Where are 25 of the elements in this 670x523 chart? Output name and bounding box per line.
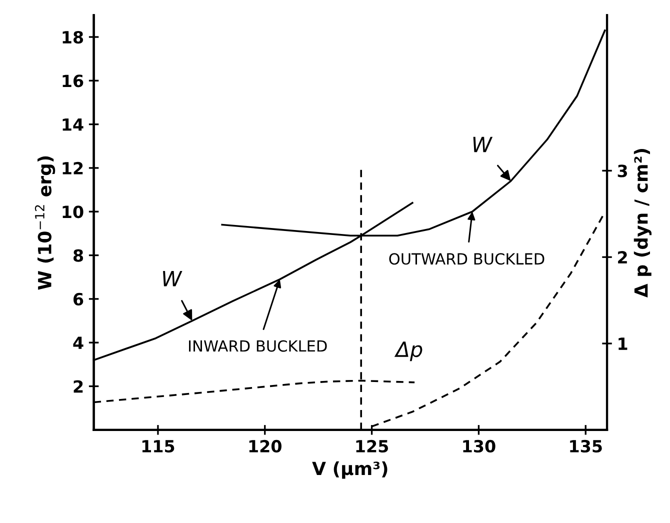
y-tick-label: 16 <box>62 74 84 88</box>
y-tick-label: 8 <box>74 249 84 262</box>
x-tick-label: 115 <box>142 440 174 453</box>
y2-tick-label: 1 <box>618 338 628 350</box>
annotation: W <box>163 271 182 286</box>
y-tick-label: 10 <box>62 206 84 218</box>
x-axis-title: V (μm³) <box>312 461 388 479</box>
annotation: INWARD BUCKLED <box>189 340 327 352</box>
x-tick-label: 130 <box>463 440 496 453</box>
y-axis-title: W (10$^{−12}$ erg) <box>34 156 56 290</box>
annotation: W <box>473 136 493 152</box>
x-tick-label: 125 <box>356 440 388 453</box>
y2-axis-title: Δ p (dyn / cm²) <box>634 149 652 298</box>
y-tick-label: 18 <box>62 30 84 44</box>
y-tick-label: 2 <box>74 380 83 393</box>
x-tick-label: 135 <box>570 440 602 453</box>
y-tick-label: 4 <box>73 336 84 349</box>
y-tick-label: 12 <box>62 162 83 174</box>
y2-tick-label: 2 <box>618 251 627 264</box>
y-tick-label: 14 <box>62 118 84 131</box>
y-tick-label: 6 <box>74 292 84 306</box>
x-tick-label: 120 <box>249 440 282 453</box>
y2-tick-label: 3 <box>618 164 628 178</box>
annotation: Δp <box>394 342 422 362</box>
annotation: OUTWARD BUCKLED <box>389 253 544 265</box>
